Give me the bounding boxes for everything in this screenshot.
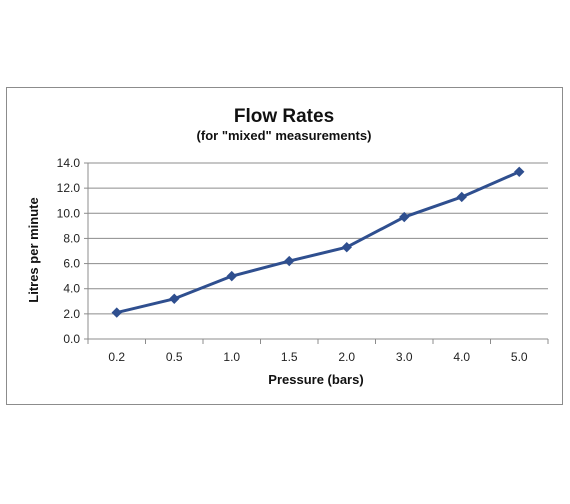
- data-point-marker: [341, 242, 352, 253]
- y-tick-label: 2.0: [63, 307, 80, 321]
- series-line: [115, 170, 521, 315]
- data-point-marker: [111, 307, 122, 318]
- x-tick-label: 3.0: [396, 350, 413, 364]
- x-tick-label: 0.5: [166, 350, 183, 364]
- y-axis-label: Litres per minute: [26, 197, 41, 302]
- data-point-marker: [284, 255, 295, 267]
- data-point-marker: [169, 293, 180, 304]
- x-tick-label: 1.5: [281, 350, 298, 364]
- x-tick-label: 5.0: [511, 350, 528, 364]
- chart-frame: [6, 87, 563, 405]
- x-tick-label: 0.2: [108, 350, 125, 364]
- axes: [84, 162, 549, 344]
- data-point-marker: [226, 270, 237, 282]
- y-tick-label: 14.0: [57, 156, 81, 170]
- data-point-marker: [399, 211, 410, 223]
- y-tick-label: 0.0: [63, 332, 80, 346]
- gridlines: [88, 162, 548, 315]
- chart-subtitle: (for "mixed" measurements): [197, 128, 372, 143]
- x-tick-label: 4.0: [453, 350, 470, 364]
- series-layer: [111, 166, 525, 318]
- y-tick-label: 12.0: [57, 181, 81, 195]
- x-axis-label: Pressure (bars): [268, 372, 363, 387]
- x-tick-label: 1.0: [223, 350, 240, 364]
- y-tick-label: 6.0: [63, 257, 80, 271]
- data-point-marker: [514, 166, 525, 178]
- y-tick-label: 4.0: [63, 282, 80, 296]
- x-tick-label: 2.0: [338, 350, 355, 364]
- chart-title: Flow Rates: [234, 106, 334, 127]
- y-tick-label: 10.0: [57, 206, 81, 220]
- y-tick-labels: 0.0 2.0 4.0 6.0 8.0 10.0 12.0 14.0: [57, 156, 81, 346]
- x-tick-labels: 0.2 0.5 1.0 1.5 2.0 3.0 4.0 5.0: [108, 350, 528, 364]
- y-tick-label: 8.0: [63, 231, 80, 245]
- data-point-marker: [456, 191, 467, 203]
